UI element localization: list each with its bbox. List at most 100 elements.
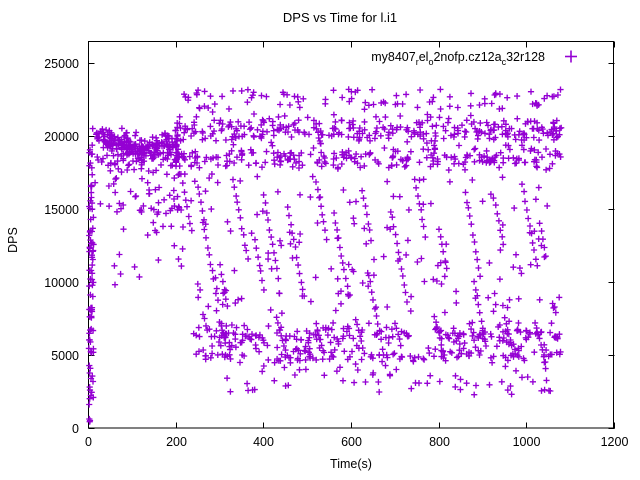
data-point-marker [546, 165, 553, 172]
data-point-marker [457, 386, 464, 393]
data-point-marker [291, 120, 298, 127]
data-point-marker [393, 325, 400, 332]
data-point-marker [282, 347, 289, 354]
data-point-marker [437, 86, 444, 93]
data-point-marker [116, 140, 123, 147]
data-point-marker [341, 348, 348, 355]
data-point-marker [209, 130, 216, 137]
data-point-marker [556, 331, 563, 338]
data-point-marker [200, 346, 207, 354]
data-point-marker [285, 156, 292, 163]
data-point-marker [399, 272, 406, 280]
data-point-marker [182, 197, 189, 204]
data-point-marker [369, 355, 376, 362]
data-point-marker [190, 330, 197, 337]
data-point-marker [501, 314, 508, 321]
data-point-marker [536, 296, 543, 303]
data-point-marker [256, 133, 263, 140]
data-point-marker [492, 90, 499, 97]
data-point-marker [433, 122, 440, 129]
data-point-marker [89, 262, 96, 269]
data-point-marker [541, 244, 548, 251]
data-point-marker [454, 127, 462, 134]
data-point-marker [510, 264, 517, 271]
data-point-marker [87, 327, 94, 334]
data-point-marker [480, 330, 487, 337]
data-point-marker [490, 136, 497, 143]
data-point-marker [168, 205, 175, 212]
data-point-marker [296, 357, 303, 364]
data-point-marker [87, 392, 94, 399]
data-point-marker [233, 154, 241, 161]
data-point-marker [407, 148, 414, 155]
data-point-marker [413, 184, 420, 191]
data-point-marker [542, 365, 549, 372]
legend[interactable]: my8407relo2nofp.cz12ac32r128 [371, 50, 577, 67]
data-point-marker [89, 171, 96, 178]
data-point-marker [550, 130, 557, 137]
data-point-marker [334, 275, 341, 282]
data-point-marker [295, 117, 302, 124]
y-tick-label: 20000 [44, 130, 79, 144]
data-point-marker [426, 350, 433, 357]
data-point-marker [521, 131, 528, 138]
data-point-marker [124, 148, 131, 156]
data-point-marker [549, 131, 556, 138]
data-point-marker [434, 161, 441, 168]
data-point-marker [365, 283, 372, 290]
data-point-marker [92, 179, 99, 186]
data-point-marker [317, 336, 324, 343]
data-point-marker [424, 117, 431, 124]
data-point-marker [294, 328, 301, 335]
data-point-marker [374, 320, 381, 328]
data-point-marker [440, 135, 447, 142]
data-point-marker [296, 152, 303, 159]
data-point-marker [389, 126, 396, 133]
data-point-marker [216, 120, 223, 127]
data-point-marker [339, 335, 346, 342]
data-point-marker [433, 325, 440, 332]
data-point-marker [378, 99, 385, 106]
data-point-marker [110, 152, 117, 159]
data-point-marker [199, 136, 206, 143]
data-point-marker [232, 331, 239, 338]
data-point-marker [88, 228, 95, 235]
data-point-marker [438, 241, 445, 248]
data-point-marker [306, 353, 313, 360]
x-axis-label: Time(s) [330, 457, 372, 471]
data-point-marker [411, 354, 418, 361]
data-point-marker [339, 151, 346, 158]
data-point-marker [250, 110, 258, 118]
data-point-marker [500, 241, 507, 248]
data-point-marker [395, 249, 402, 256]
data-point-marker [260, 362, 267, 370]
data-point-marker [254, 173, 261, 180]
data-point-marker [469, 176, 476, 184]
data-point-marker [493, 343, 500, 350]
data-point-marker [358, 337, 365, 345]
data-point-marker [241, 123, 248, 130]
data-point-marker [546, 151, 554, 158]
data-point-marker [366, 137, 374, 144]
data-point-marker [296, 270, 303, 277]
data-point-marker [433, 319, 440, 326]
data-point-marker [195, 324, 202, 331]
data-point-marker [255, 254, 262, 261]
data-point-marker [212, 137, 220, 144]
data-point-marker [136, 137, 143, 144]
data-point-marker [296, 191, 304, 198]
data-point-marker [556, 125, 563, 132]
data-point-marker [234, 199, 241, 206]
data-point-marker [115, 165, 122, 172]
data-point-marker [318, 203, 325, 210]
data-point-marker [379, 358, 386, 365]
data-point-marker [548, 320, 555, 327]
data-point-marker [460, 330, 467, 337]
data-point-marker [548, 351, 555, 358]
data-point-marker [318, 149, 325, 156]
data-point-marker [398, 265, 405, 273]
data-point-marker [227, 119, 234, 126]
data-point-marker [111, 262, 118, 269]
data-point-marker [136, 207, 143, 214]
data-point-marker [204, 244, 211, 252]
